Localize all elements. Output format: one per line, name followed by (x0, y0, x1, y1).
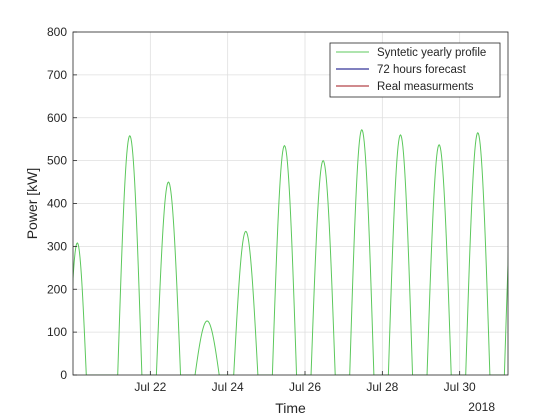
x-axis-label: Time (275, 400, 306, 416)
legend-label-real: Real measurments (377, 81, 474, 93)
y-tick-label: 300 (47, 239, 67, 253)
tick-labels: 0 100 200 300 400 500 600 700 800 Jul 22 Jul 24 Jul… (47, 25, 476, 394)
y-tick-label: 800 (47, 25, 67, 39)
x-tick-label: Jul 30 (444, 380, 476, 394)
y-tick-label: 600 (47, 111, 67, 125)
legend: Syntetic yearly profile 72 hours forecas… (329, 42, 501, 98)
x-tick-label: Jul 28 (366, 380, 398, 394)
x-tick-label: Jul 26 (289, 380, 321, 394)
x-tick-label: Jul 22 (134, 380, 166, 394)
x-tick-label: Jul 24 (212, 380, 244, 394)
x-axis-year-label: 2018 (468, 400, 495, 414)
legend-label-forecast: 72 hours forecast (377, 64, 467, 76)
y-tick-label: 100 (47, 325, 67, 339)
y-tick-label: 400 (47, 197, 67, 211)
axes-box (72, 31, 509, 376)
y-tick-label: 200 (47, 282, 67, 296)
y-axis-label: Power [kW] (24, 168, 40, 240)
y-tick-label: 0 (60, 368, 67, 382)
y-tick-label: 500 (47, 154, 67, 168)
legend-label-synthetic: Syntetic yearly profile (377, 47, 486, 59)
y-tick-label: 700 (47, 68, 67, 82)
